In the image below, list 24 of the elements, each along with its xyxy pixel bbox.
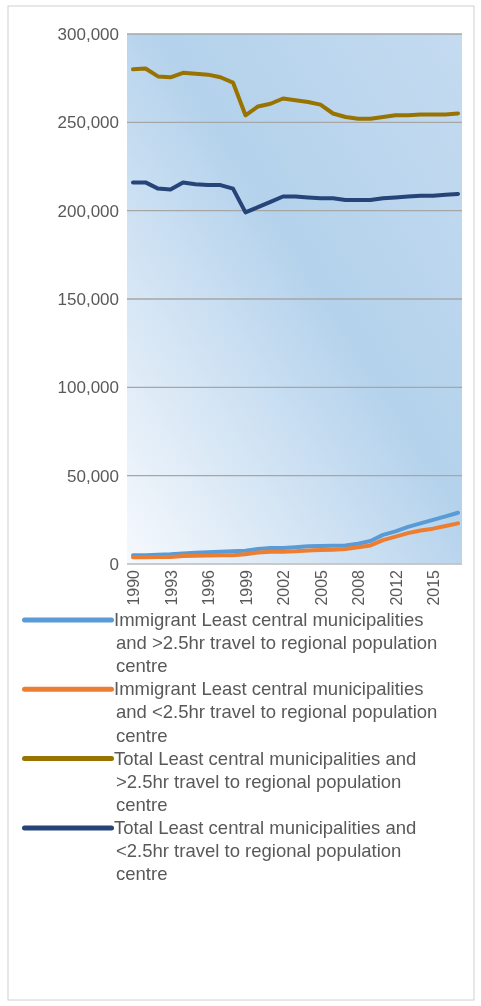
y-tick-label: 300,000	[57, 24, 119, 44]
x-tick-label: 2002	[275, 569, 293, 606]
legend-label: Immigrant Least central municipalities and <2.5hr travel to regional population centre	[114, 678, 438, 746]
line-series	[131, 66, 460, 121]
legend-label: Total Least central municipalities and >2.5hr travel to regional population centre	[114, 747, 417, 815]
line-series	[131, 180, 460, 215]
x-tick-label: 2012	[387, 569, 405, 606]
y-tick-label: 150,000	[57, 289, 119, 309]
x-tick-label: 2015	[425, 569, 443, 606]
x-tick-label: 1990	[125, 569, 143, 606]
y-tick-label: 0	[109, 554, 119, 574]
x-tick-label: 2005	[312, 569, 330, 606]
y-tick-label: 100,000	[57, 378, 119, 398]
y-tick-label: 200,000	[57, 201, 119, 221]
x-tick-label: 2008	[350, 569, 368, 606]
x-tick-label: 1996	[200, 569, 218, 606]
line-series	[131, 521, 460, 560]
legend-label: Immigrant Least central municipalities and >2.5hr travel to regional population centre	[114, 609, 438, 677]
x-tick-label: 1999	[237, 569, 255, 606]
legend-label: Total Least central municipalities and <2.5hr travel to regional population centre	[114, 816, 417, 885]
y-tick-label: 250,000	[57, 113, 119, 133]
line-series	[131, 510, 460, 558]
y-tick-label: 50,000	[67, 466, 119, 486]
x-tick-label: 1993	[162, 569, 180, 606]
